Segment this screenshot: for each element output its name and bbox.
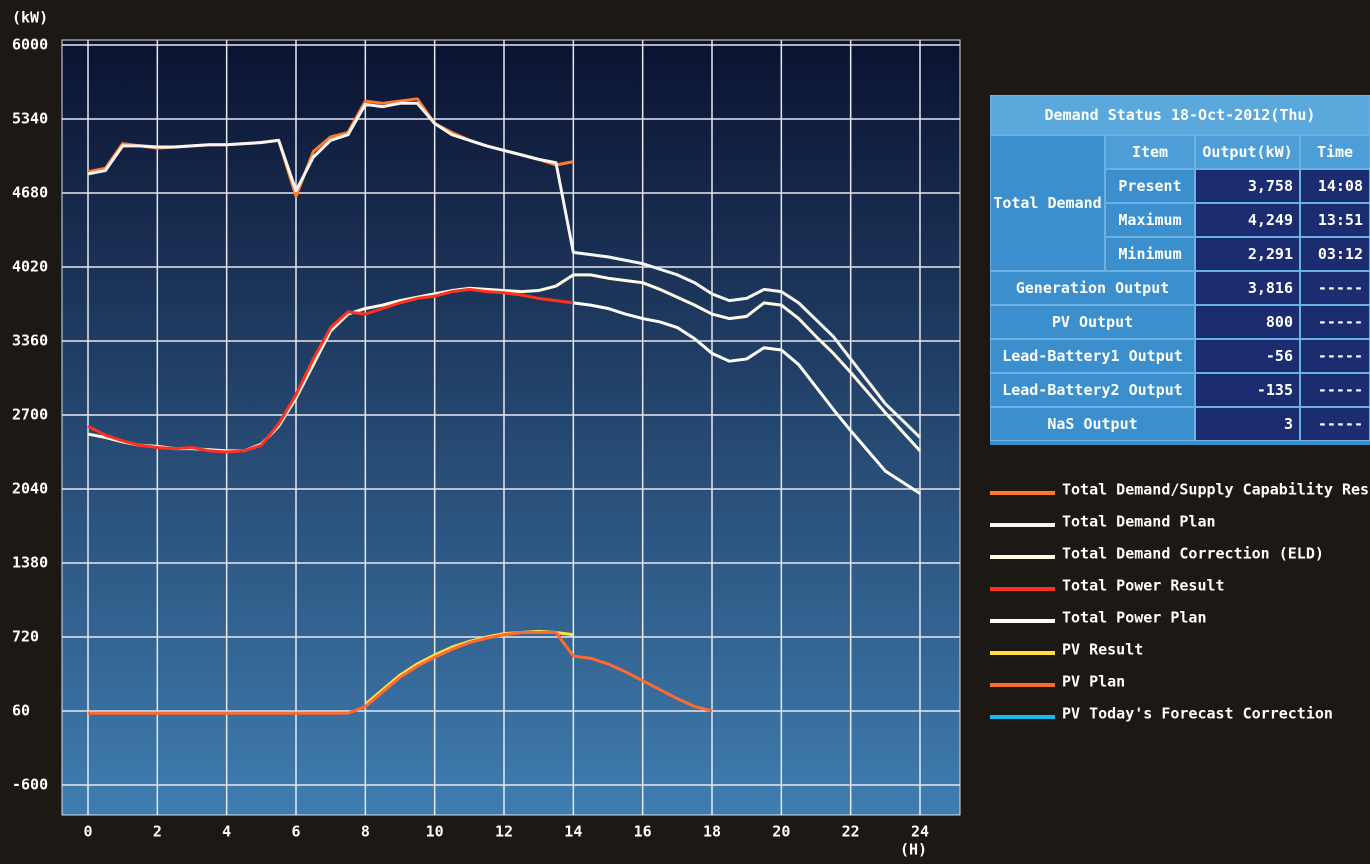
- x-tick-label: 20: [772, 823, 790, 841]
- row-output: 3: [1195, 407, 1300, 441]
- x-tick-label: 12: [495, 823, 513, 841]
- legend-label: Total Power Result: [1062, 577, 1225, 595]
- table-header: Output(kW): [1195, 135, 1300, 169]
- x-axis-label: (H): [900, 841, 927, 859]
- table-header: Item: [1105, 135, 1195, 169]
- row-output: 3,816: [1195, 271, 1300, 305]
- row-group: Total Demand: [990, 135, 1105, 271]
- row-output: -56: [1195, 339, 1300, 373]
- legend-label: Total Power Plan: [1062, 609, 1207, 627]
- x-tick-label: 14: [564, 823, 582, 841]
- y-tick-label: 4680: [12, 184, 48, 202]
- row-time: -----: [1300, 271, 1370, 305]
- row-output: 4,249: [1195, 203, 1300, 237]
- legend-label: PV Plan: [1062, 673, 1125, 691]
- row-time: -----: [1300, 305, 1370, 339]
- row-output: -135: [1195, 373, 1300, 407]
- table-title: Demand Status 18-Oct-2012(Thu): [990, 95, 1370, 135]
- y-tick-label: -600: [12, 776, 48, 794]
- row-label: Lead-Battery1 Output: [990, 339, 1195, 373]
- x-tick-label: 2: [153, 823, 162, 841]
- y-tick-label: 3360: [12, 332, 48, 350]
- y-tick-label: 6000: [12, 36, 48, 54]
- row-output: 800: [1195, 305, 1300, 339]
- row-time: 13:51: [1300, 203, 1370, 237]
- y-axis-label: (kW): [12, 9, 48, 27]
- y-tick-label: 2700: [12, 406, 48, 424]
- x-tick-label: 18: [703, 823, 721, 841]
- x-tick-label: 0: [83, 823, 92, 841]
- legend-label: PV Today's Forecast Correction: [1062, 705, 1333, 723]
- plot-area: [62, 40, 960, 815]
- y-tick-label: 1380: [12, 554, 48, 572]
- row-output: 2,291: [1195, 237, 1300, 271]
- y-tick-label: 2040: [12, 480, 48, 498]
- row-label: NaS Output: [990, 407, 1195, 441]
- row-time: -----: [1300, 339, 1370, 373]
- row-time: -----: [1300, 407, 1370, 441]
- y-tick-label: 4020: [12, 258, 48, 276]
- x-tick-label: 24: [911, 823, 929, 841]
- y-tick-label: 5340: [12, 110, 48, 128]
- row-time: 03:12: [1300, 237, 1370, 271]
- x-tick-label: 8: [361, 823, 370, 841]
- table-header: Time: [1300, 135, 1370, 169]
- legend-label: Total Demand Plan: [1062, 513, 1216, 531]
- row-label: PV Output: [990, 305, 1195, 339]
- x-tick-label: 16: [634, 823, 652, 841]
- row-label: Present: [1105, 169, 1195, 203]
- y-tick-label: 720: [12, 628, 39, 646]
- row-label: Maximum: [1105, 203, 1195, 237]
- legend-label: Total Demand Correction (ELD): [1062, 545, 1324, 563]
- x-tick-label: 4: [222, 823, 231, 841]
- y-tick-label: 60: [12, 702, 30, 720]
- x-tick-label: 6: [291, 823, 300, 841]
- row-label: Minimum: [1105, 237, 1195, 271]
- x-tick-label: 22: [842, 823, 860, 841]
- row-label: Generation Output: [990, 271, 1195, 305]
- legend-label: Total Demand/Supply Capability Result: [1062, 481, 1370, 499]
- row-output: 3,758: [1195, 169, 1300, 203]
- x-tick-label: 10: [426, 823, 444, 841]
- row-label: Lead-Battery2 Output: [990, 373, 1195, 407]
- row-time: 14:08: [1300, 169, 1370, 203]
- row-time: -----: [1300, 373, 1370, 407]
- page: (kW) (H) -600607201380204027003360402046…: [0, 0, 1370, 864]
- legend-label: PV Result: [1062, 641, 1143, 659]
